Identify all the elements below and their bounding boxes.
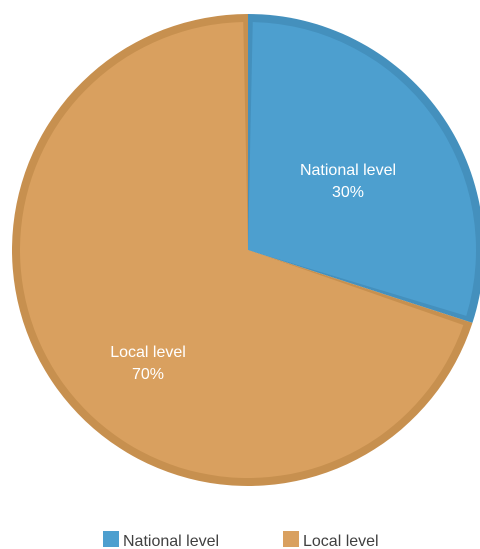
- slice-label-national-level: National level 30%: [300, 162, 396, 201]
- pie-slice-local-level: [12, 14, 473, 486]
- legend-label-local-level: Local level: [303, 533, 379, 549]
- legend-swatch-national-level: [103, 531, 119, 547]
- legend-label-national-level: National level: [123, 533, 219, 549]
- legend-swatch-local-level: [283, 531, 299, 547]
- slice-label-local-level: Local level 70%: [110, 344, 186, 383]
- pie-slice-national-level: [248, 14, 480, 323]
- pie-slice-fill: [20, 22, 464, 479]
- pie-slice-fill: [248, 22, 477, 316]
